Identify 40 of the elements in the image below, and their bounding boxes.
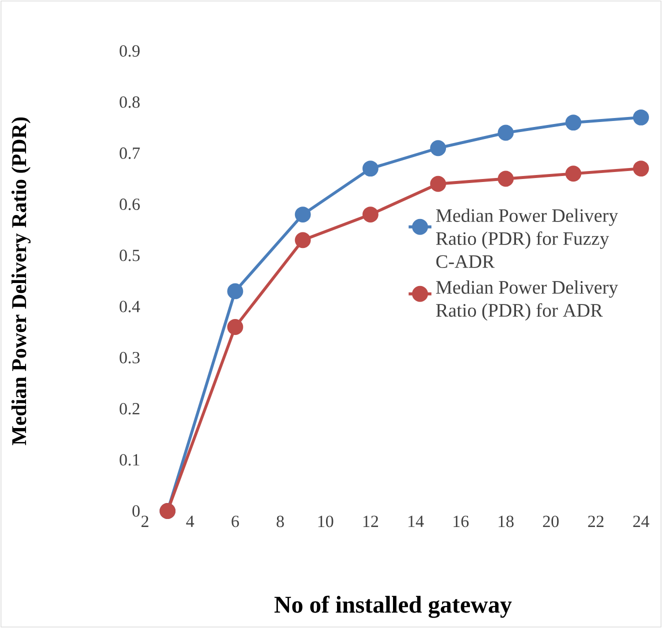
point bbox=[498, 124, 514, 141]
y-tick-label: 0.1 bbox=[120, 454, 140, 466]
x-tick-label: 22 bbox=[588, 516, 604, 527]
point bbox=[430, 176, 446, 192]
point bbox=[362, 206, 378, 223]
point bbox=[498, 170, 514, 187]
point bbox=[565, 166, 582, 182]
y-tick-label: 0.9 bbox=[120, 45, 140, 57]
y-tick-label: 0.3 bbox=[120, 352, 140, 364]
x-tick-label: 24 bbox=[633, 516, 650, 527]
y-tick-label: 0.6 bbox=[120, 198, 140, 210]
y-axis-title: Median Power Delivery Ratio (PDR) bbox=[11, 117, 31, 446]
y-tick-label: 0.4 bbox=[120, 300, 140, 312]
point bbox=[633, 109, 649, 126]
x-tick-label: 14 bbox=[408, 516, 424, 527]
point bbox=[362, 160, 378, 177]
legend-label: Median Power Delivery Ratio (PDR) for Fuzzy C-ADR bbox=[436, 208, 618, 268]
point bbox=[430, 140, 446, 156]
point bbox=[565, 114, 582, 131]
y-tick-label: 0.8 bbox=[120, 96, 140, 108]
point bbox=[294, 206, 311, 223]
point bbox=[294, 232, 311, 248]
y-tick-label: 0.7 bbox=[120, 147, 140, 159]
x-tick-label: 12 bbox=[363, 516, 378, 527]
x-tick-label: 10 bbox=[318, 516, 334, 528]
x-tick-label: 8 bbox=[276, 516, 284, 528]
y-tick-label: 0.5 bbox=[120, 250, 140, 262]
x-tick-label: 4 bbox=[186, 516, 194, 527]
y-tick-label: 0.2 bbox=[120, 402, 140, 415]
legend-label: Median Power Delivery Ratio (PDR) for ADR bbox=[436, 280, 618, 321]
point bbox=[227, 283, 244, 300]
x-tick-label: 18 bbox=[498, 516, 514, 528]
point bbox=[227, 319, 244, 335]
x-tick-label: 20 bbox=[543, 516, 559, 528]
y-tick-label: 0 bbox=[132, 505, 140, 517]
x-tick-label: 16 bbox=[454, 516, 469, 528]
x-tick-label: 6 bbox=[232, 516, 239, 528]
point bbox=[633, 160, 649, 177]
x-axis-title: No of installed gateway bbox=[274, 596, 512, 618]
x-tick-label: 2 bbox=[142, 516, 148, 527]
